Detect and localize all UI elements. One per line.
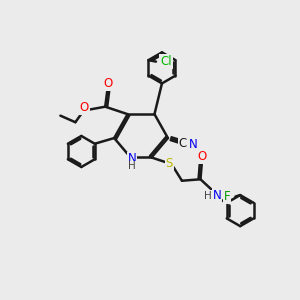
Text: O: O [103, 77, 112, 90]
Text: N: N [128, 152, 136, 166]
Text: N: N [212, 189, 221, 202]
Text: O: O [197, 150, 207, 164]
Text: H: H [128, 161, 136, 171]
Text: S: S [166, 157, 173, 170]
Text: Cl: Cl [160, 55, 172, 68]
Text: N: N [189, 138, 198, 152]
Text: C: C [179, 137, 187, 150]
Text: F: F [224, 190, 230, 203]
Text: O: O [80, 101, 89, 114]
Text: H: H [204, 191, 212, 201]
